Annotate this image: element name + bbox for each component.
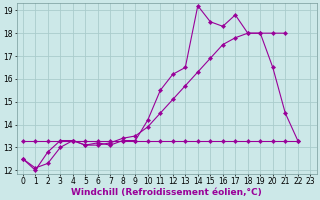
X-axis label: Windchill (Refroidissement éolien,°C): Windchill (Refroidissement éolien,°C) xyxy=(71,188,262,197)
